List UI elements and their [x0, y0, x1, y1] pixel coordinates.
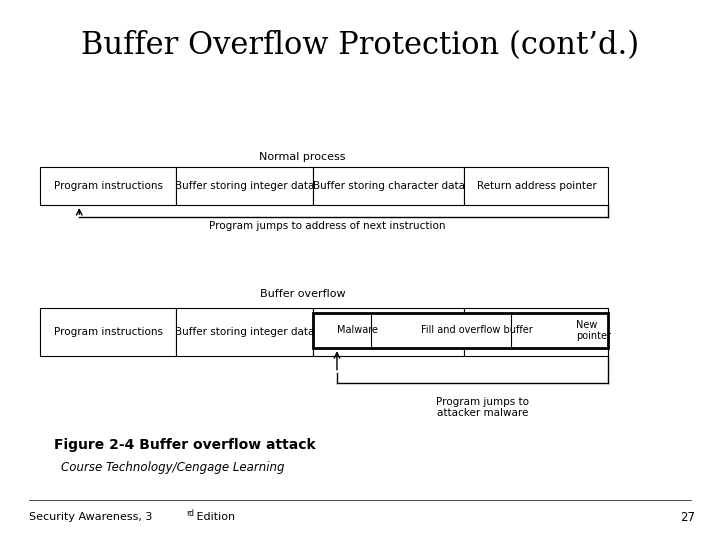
Text: Fill and overflow buffer: Fill and overflow buffer	[421, 326, 533, 335]
Text: Edition: Edition	[193, 512, 235, 522]
Bar	[176, 167, 313, 205]
Bar	[313, 308, 464, 356]
Text: Malware: Malware	[337, 326, 378, 335]
Bar	[40, 167, 176, 205]
Text: Program instructions: Program instructions	[53, 327, 163, 337]
Text: Program jumps to
attacker malware: Program jumps to attacker malware	[436, 397, 529, 418]
Text: Buffer storing integer data: Buffer storing integer data	[175, 327, 315, 337]
Text: Buffer storing character data: Buffer storing character data	[312, 327, 465, 337]
Bar	[313, 167, 464, 205]
Bar	[313, 313, 608, 348]
Text: Program instructions: Program instructions	[53, 181, 163, 191]
Text: Buffer storing integer data: Buffer storing integer data	[175, 181, 315, 191]
Text: Buffer Overflow Protection (cont’d.): Buffer Overflow Protection (cont’d.)	[81, 30, 639, 62]
Text: Program jumps to address of next instruction: Program jumps to address of next instruc…	[210, 221, 446, 231]
Text: Security Awareness, 3: Security Awareness, 3	[29, 512, 152, 522]
Text: Normal process: Normal process	[259, 152, 346, 161]
Text: Course Technology/Cengage Learning: Course Technology/Cengage Learning	[61, 461, 284, 474]
Text: rd: rd	[186, 509, 194, 517]
Bar	[464, 308, 608, 356]
Text: New
pointer: New pointer	[576, 320, 611, 341]
Text: Figure 2-4 Buffer overflow attack: Figure 2-4 Buffer overflow attack	[54, 438, 315, 453]
Bar	[40, 308, 176, 356]
Text: Buffer overflow: Buffer overflow	[260, 289, 345, 299]
Text: Return address pointer: Return address pointer	[477, 327, 596, 337]
Bar	[176, 308, 313, 356]
Text: 27: 27	[680, 511, 695, 524]
Bar	[464, 167, 608, 205]
Text: Return address pointer: Return address pointer	[477, 181, 596, 191]
Text: Buffer storing character data: Buffer storing character data	[312, 181, 465, 191]
